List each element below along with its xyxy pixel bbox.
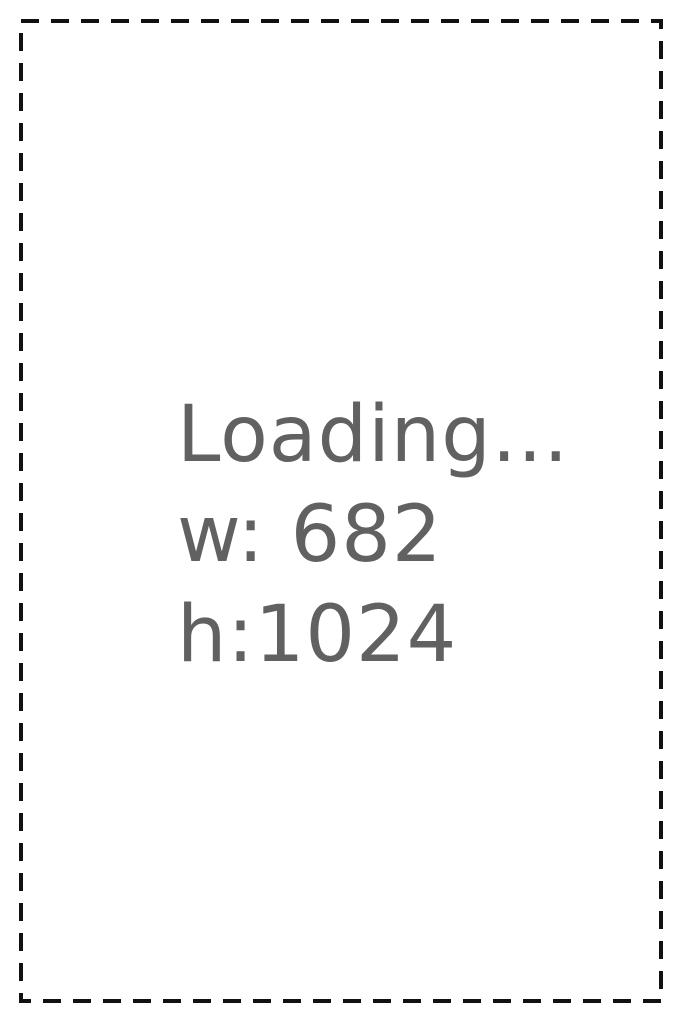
- width-label: w: 682: [177, 490, 443, 580]
- height-label: h:1024: [177, 590, 458, 680]
- loading-status: Loading...: [177, 390, 570, 480]
- loading-message: Loading... w: 682 h:1024: [177, 385, 569, 685]
